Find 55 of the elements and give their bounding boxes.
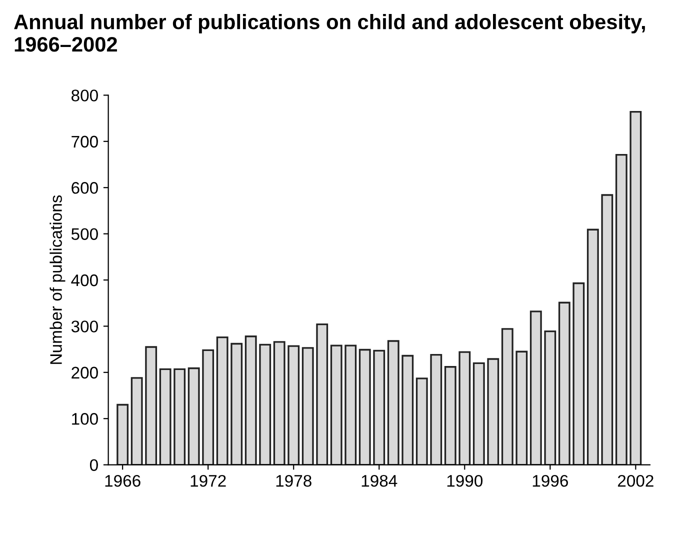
chart-title: Annual number of publications on child and adolescent obesity, 1966–2002 xyxy=(14,14,645,52)
y-tick-label: 0 xyxy=(90,459,98,472)
bar xyxy=(188,367,200,465)
bar xyxy=(344,344,357,465)
bar xyxy=(302,347,314,465)
bar xyxy=(316,324,328,465)
bar xyxy=(487,358,500,465)
bar xyxy=(516,350,528,465)
bar xyxy=(288,345,300,465)
bar xyxy=(216,336,228,465)
bar xyxy=(444,366,456,465)
x-tick-label: 1966 xyxy=(105,474,140,487)
x-tick-label: 1972 xyxy=(190,474,226,487)
bar xyxy=(159,368,172,465)
bar xyxy=(202,349,214,465)
bar xyxy=(116,404,129,465)
bar xyxy=(230,342,243,465)
bar xyxy=(501,328,514,465)
y-tick-label: 300 xyxy=(71,320,98,332)
y-tick-label: 600 xyxy=(72,182,98,194)
bar xyxy=(530,310,542,465)
x-tick-label: 1978 xyxy=(276,474,312,487)
bar xyxy=(601,194,614,465)
x-tick-label: 1984 xyxy=(362,474,398,487)
y-tick-label: 100 xyxy=(72,413,98,425)
bar xyxy=(615,154,628,465)
bar xyxy=(358,348,371,465)
y-tick-label: 800 xyxy=(72,90,98,102)
bar xyxy=(416,378,428,465)
bar xyxy=(130,377,143,465)
bar xyxy=(458,351,471,465)
y-tick-label: 400 xyxy=(71,274,98,286)
y-tick-label: 700 xyxy=(72,136,98,148)
x-tick-label: 1996 xyxy=(532,474,568,487)
y-tick-label: 500 xyxy=(71,228,98,240)
bar xyxy=(259,344,272,465)
bar xyxy=(572,282,585,465)
bar xyxy=(244,336,257,465)
bar xyxy=(273,341,286,465)
x-tick-label: 2002 xyxy=(618,474,654,487)
bar xyxy=(544,330,556,465)
bar xyxy=(402,354,414,465)
bar xyxy=(472,362,485,465)
bar xyxy=(145,346,158,465)
bar xyxy=(373,350,386,465)
bar xyxy=(586,228,599,465)
bar xyxy=(330,344,342,465)
bar xyxy=(387,340,400,465)
bar xyxy=(558,302,570,465)
bar xyxy=(630,110,642,465)
y-tick-label: 200 xyxy=(72,366,98,379)
x-tick-label: 1990 xyxy=(447,474,483,487)
bar xyxy=(430,354,442,465)
bar xyxy=(174,368,186,465)
y-axis-title: Number of publications xyxy=(50,195,66,364)
